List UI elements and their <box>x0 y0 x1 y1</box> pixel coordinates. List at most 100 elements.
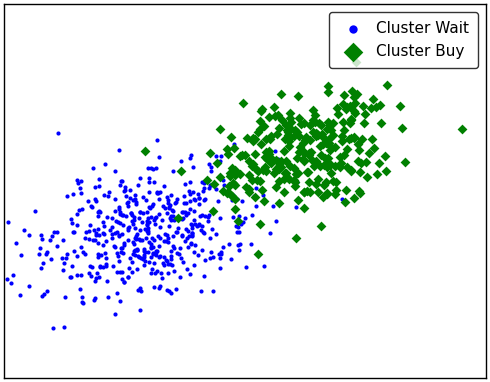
Cluster Buy <box>312 181 319 187</box>
Cluster Wait <box>152 214 160 220</box>
Cluster Wait <box>100 231 108 237</box>
Cluster Wait <box>79 249 87 256</box>
Cluster Wait <box>120 242 128 248</box>
Cluster Wait <box>208 163 216 170</box>
Cluster Buy <box>237 153 245 159</box>
Cluster Wait <box>124 227 132 233</box>
Cluster Buy <box>245 172 253 178</box>
Cluster Wait <box>168 248 175 254</box>
Cluster Buy <box>291 127 298 133</box>
Cluster Buy <box>281 136 289 142</box>
Cluster Wait <box>272 218 280 224</box>
Cluster Buy <box>300 189 308 196</box>
Cluster Wait <box>165 204 173 210</box>
Cluster Buy <box>283 127 291 133</box>
Cluster Wait <box>191 221 198 227</box>
Cluster Buy <box>297 121 305 128</box>
Cluster Buy <box>353 91 361 97</box>
Cluster Wait <box>135 215 143 221</box>
Cluster Buy <box>307 149 315 155</box>
Cluster Buy <box>348 88 356 94</box>
Cluster Buy <box>251 151 259 157</box>
Cluster Buy <box>341 199 349 205</box>
Cluster Wait <box>111 244 119 250</box>
Cluster Wait <box>181 209 189 215</box>
Cluster Buy <box>272 165 280 172</box>
Cluster Wait <box>139 256 147 262</box>
Cluster Wait <box>167 202 174 208</box>
Cluster Buy <box>262 136 270 142</box>
Cluster Buy <box>257 108 265 115</box>
Cluster Buy <box>340 92 348 98</box>
Cluster Buy <box>299 155 307 162</box>
Cluster Wait <box>208 226 216 232</box>
Cluster Buy <box>281 170 289 176</box>
Cluster Wait <box>220 244 227 250</box>
Cluster Wait <box>141 249 148 255</box>
Cluster Buy <box>325 136 333 142</box>
Cluster Wait <box>18 252 25 258</box>
Cluster Wait <box>98 242 106 248</box>
Cluster Wait <box>108 224 116 230</box>
Cluster Wait <box>146 175 153 181</box>
Cluster Buy <box>323 126 331 132</box>
Cluster Wait <box>166 215 174 221</box>
Cluster Wait <box>156 235 164 241</box>
Cluster Wait <box>201 257 209 263</box>
Cluster Buy <box>275 166 283 172</box>
Cluster Buy <box>304 168 312 175</box>
Cluster Buy <box>319 162 327 168</box>
Cluster Wait <box>191 207 198 214</box>
Cluster Wait <box>217 249 225 255</box>
Cluster Wait <box>78 206 86 212</box>
Cluster Buy <box>306 138 314 144</box>
Cluster Buy <box>291 179 299 185</box>
Cluster Buy <box>350 195 358 201</box>
Cluster Wait <box>176 245 184 251</box>
Cluster Wait <box>153 268 161 274</box>
Cluster Wait <box>227 256 235 262</box>
Cluster Wait <box>162 238 170 244</box>
Cluster Wait <box>35 251 43 257</box>
Cluster Wait <box>160 262 168 268</box>
Cluster Buy <box>263 156 270 162</box>
Cluster Wait <box>195 201 203 207</box>
Cluster Buy <box>286 163 294 169</box>
Cluster Wait <box>166 261 173 267</box>
Cluster Wait <box>108 231 116 237</box>
Cluster Buy <box>401 159 409 165</box>
Cluster Wait <box>229 193 237 199</box>
Cluster Wait <box>118 212 125 218</box>
Cluster Wait <box>198 223 206 229</box>
Cluster Buy <box>300 150 308 156</box>
Cluster Buy <box>369 96 377 102</box>
Cluster Wait <box>168 256 175 262</box>
Cluster Wait <box>163 287 171 293</box>
Cluster Buy <box>223 190 231 196</box>
Cluster Buy <box>249 161 257 167</box>
Cluster Buy <box>213 160 221 166</box>
Cluster Buy <box>231 196 239 202</box>
Cluster Wait <box>239 219 247 225</box>
Cluster Wait <box>118 231 126 237</box>
Cluster Buy <box>241 152 249 158</box>
Cluster Wait <box>96 183 103 189</box>
Cluster Wait <box>147 241 155 247</box>
Cluster Wait <box>125 255 133 261</box>
Cluster Wait <box>95 208 103 214</box>
Cluster Wait <box>215 251 223 257</box>
Cluster Buy <box>341 152 348 158</box>
Cluster Buy <box>253 177 261 183</box>
Cluster Wait <box>156 189 164 195</box>
Cluster Buy <box>350 94 358 100</box>
Cluster Buy <box>327 127 335 133</box>
Cluster Wait <box>123 200 131 206</box>
Cluster Wait <box>119 269 126 275</box>
Cluster Wait <box>147 244 155 250</box>
Cluster Wait <box>128 212 136 219</box>
Cluster Wait <box>205 161 213 167</box>
Cluster Buy <box>262 149 270 155</box>
Cluster Wait <box>130 214 138 220</box>
Cluster Buy <box>300 158 308 164</box>
Cluster Buy <box>277 158 285 164</box>
